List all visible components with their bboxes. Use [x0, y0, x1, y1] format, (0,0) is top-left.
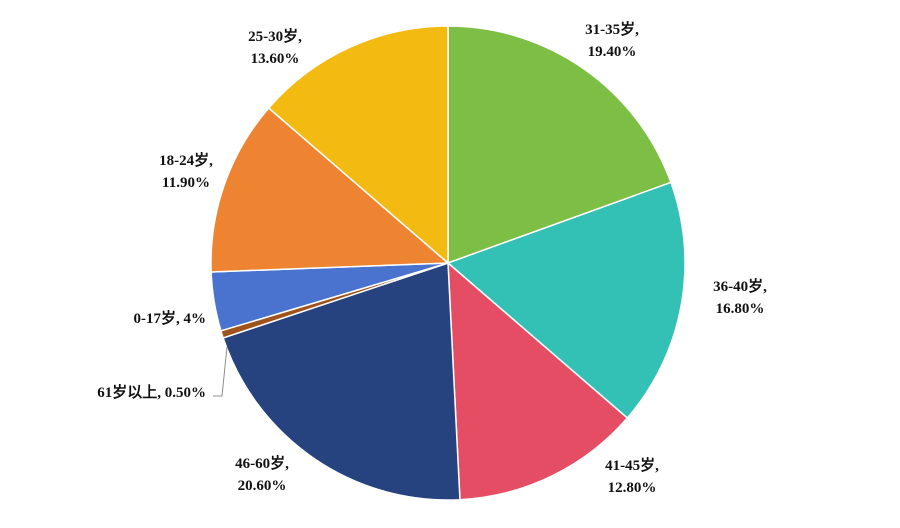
pie-slice-1: [447, 25, 672, 265]
data-labels: 31-35岁, 19.40% 36-40岁, 16.80% 41-45岁, 12.80% 4…: [97, 20, 767, 496]
leader-line-5: [213, 346, 228, 397]
data-label-8: 25-30岁, 13.60%: [248, 27, 302, 67]
pie-slice-4: [222, 261, 461, 501]
data-label-2: 36-40岁, 16.80%: [713, 277, 767, 317]
pie-slice-7: [210, 106, 450, 273]
pie-slice-3: [447, 261, 629, 501]
pie-slices: [210, 25, 686, 501]
data-label-5: 61岁以上, 0.50%: [97, 383, 206, 401]
data-label-6: 0-17岁, 4%: [134, 309, 207, 327]
data-label-7: 18-24岁, 11.90%: [159, 151, 213, 191]
data-label-3: 41-45岁, 12.80%: [605, 456, 659, 496]
leader-lines: [213, 346, 228, 397]
data-label-1: 31-35岁, 19.40%: [585, 20, 639, 60]
data-label-4: 46-60岁, 20.60%: [235, 454, 289, 494]
pie-slice-2: [446, 181, 686, 420]
pie-slice-8: [267, 25, 449, 265]
